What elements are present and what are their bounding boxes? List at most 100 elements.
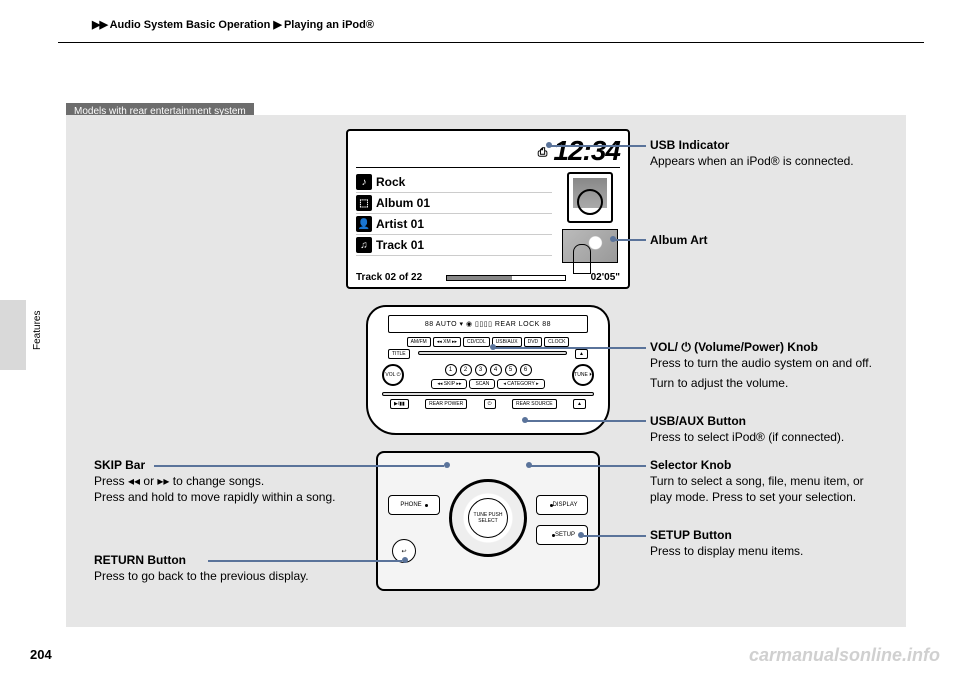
callout-return-text: Press to go back to the previous display… xyxy=(94,568,309,584)
callout-album-title: Album Art xyxy=(650,232,708,248)
progress-bar xyxy=(446,275,566,281)
watermark: carmanualsonline.info xyxy=(749,645,940,666)
vol-knob[interactable]: VOL ⏻ xyxy=(382,364,404,386)
rear-power-button[interactable]: REAR POWER xyxy=(425,399,467,409)
preset-6[interactable]: 6 xyxy=(520,364,532,376)
callout-usbaux-text: Press to select iPod® (if connected). xyxy=(650,429,844,445)
breadcrumb-page: Playing an iPod® xyxy=(284,19,374,31)
leader-dot-skip xyxy=(444,462,450,468)
callout-setup-text: Press to display menu items. xyxy=(650,543,803,559)
side-tab xyxy=(0,300,26,370)
ipod-icon xyxy=(567,172,613,223)
scan-button[interactable]: SCAN xyxy=(469,379,495,389)
callout-vol-text2: Turn to adjust the volume. xyxy=(650,375,872,391)
meta-list: ♪ Rock ⬚ Album 01 👤 Artist 01 ♫ Track 01 xyxy=(356,172,552,263)
album-icon: ⬚ xyxy=(356,195,372,211)
phone-label: PHONE xyxy=(400,502,421,508)
console-display: 88 AUTO ▾ ◉ ▯▯▯▯ REAR LOCK 88 xyxy=(388,315,588,333)
preset-2[interactable]: 2 xyxy=(460,364,472,376)
selector-dial[interactable]: TUNE PUSH SELECT xyxy=(449,479,527,557)
rear-source-button[interactable]: REAR SOURCE xyxy=(512,399,557,409)
amfm-button[interactable]: AM/FM xyxy=(407,337,431,347)
breadcrumb: ▶▶ Audio System Basic Operation ▶ Playin… xyxy=(92,18,374,31)
skip-bar[interactable]: ◂◂ SKIP ▸▸ xyxy=(431,379,467,389)
display-button[interactable]: DISPLAY xyxy=(536,495,588,515)
leader-selector xyxy=(530,465,646,467)
callout-selector: Selector Knob Turn to select a song, fil… xyxy=(650,457,880,506)
callout-selector-text: Turn to select a song, file, menu item, … xyxy=(650,473,880,505)
leader-usb xyxy=(550,145,646,147)
leader-setup xyxy=(582,535,646,537)
leader-dot-vol xyxy=(490,344,496,350)
preset-3[interactable]: 3 xyxy=(475,364,487,376)
leader-dot-selector xyxy=(526,462,532,468)
callout-usbaux: USB/AUX Button Press to select iPod® (if… xyxy=(650,413,844,445)
callout-skip-text1: Press ◂◂ or ▸▸ to change songs. xyxy=(94,473,335,489)
play-pause-button[interactable]: ▶/▮▮ xyxy=(390,399,409,409)
meta-row-album: ⬚ Album 01 xyxy=(356,193,552,214)
leader-album xyxy=(614,239,646,241)
xm-button[interactable]: ◂◂ XM ▸▸ xyxy=(433,337,461,347)
leader-dot-usbaux xyxy=(522,417,528,423)
album-art-icon xyxy=(562,229,618,263)
usb-glyph: ⎙ xyxy=(538,145,548,160)
dvd-slot xyxy=(382,392,594,396)
ipod-art-box xyxy=(560,172,620,263)
eject-button[interactable]: ▲ xyxy=(575,349,588,359)
usbaux-button[interactable]: USB/AUX xyxy=(492,337,522,347)
album-label: Album 01 xyxy=(376,196,430,210)
display-label: DISPLAY xyxy=(553,502,578,508)
callout-vol: VOL/ ⏻ (Volume/Power) Knob Press to turn… xyxy=(650,339,872,392)
dial-center-label: TUNE PUSH SELECT xyxy=(468,498,508,538)
callout-vol-text1: Press to turn the audio system on and of… xyxy=(650,355,872,371)
leader-vol xyxy=(494,347,646,349)
callout-skip-text2: Press and hold to move rapidly within a … xyxy=(94,489,335,505)
leader-dot-usb xyxy=(546,142,552,148)
cd-button[interactable]: CD/CDL xyxy=(463,337,490,347)
genre-icon: ♪ xyxy=(356,174,372,190)
artist-label: Artist 01 xyxy=(376,217,424,231)
callout-usb: USB Indicator Appears when an iPod® is c… xyxy=(650,137,854,169)
disc-slot xyxy=(418,351,567,355)
callout-skip: SKIP Bar Press ◂◂ or ▸▸ to change songs.… xyxy=(94,457,335,506)
console-bottom: TUNE PUSH SELECT PHONE DISPLAY ↩ SETUP xyxy=(376,451,600,591)
track-icon: ♫ xyxy=(356,237,372,253)
leader-dot-setup xyxy=(578,532,584,538)
top-rule xyxy=(58,42,924,43)
breadcrumb-arrow2: ▶ xyxy=(273,19,280,31)
power-button[interactable]: ⏻ xyxy=(484,399,496,409)
callout-setup-title: SETUP Button xyxy=(650,527,803,543)
meta-row-artist: 👤 Artist 01 xyxy=(356,214,552,235)
preset-4[interactable]: 4 xyxy=(490,364,502,376)
dvd-button[interactable]: DVD xyxy=(524,337,543,347)
breadcrumb-arrows: ▶▶ xyxy=(92,19,107,31)
phone-button[interactable]: PHONE xyxy=(388,495,440,515)
preset-1[interactable]: 1 xyxy=(445,364,457,376)
title-button[interactable]: TITLE xyxy=(388,349,410,359)
figure-box: ⎙ 12:34 ♪ Rock ⬚ Album 01 👤 Artist 01 ♫ xyxy=(66,115,906,627)
meta-row-track: ♫ Track 01 xyxy=(356,235,552,256)
callout-usbaux-title: USB/AUX Button xyxy=(650,413,844,429)
callout-skip-title: SKIP Bar xyxy=(94,457,335,473)
leader-usbaux xyxy=(526,420,646,422)
track-label: Track 01 xyxy=(376,238,424,252)
callout-usb-title: USB Indicator xyxy=(650,137,854,153)
category-bar[interactable]: ◂ CATEGORY ▸ xyxy=(497,379,544,389)
setup-label: SETUP xyxy=(555,532,575,538)
leader-dot-album xyxy=(610,236,616,242)
callout-return-title: RETURN Button xyxy=(94,552,309,568)
artist-icon: 👤 xyxy=(356,216,372,232)
leader-dot-return xyxy=(402,557,408,563)
callout-album: Album Art xyxy=(650,232,708,248)
elapsed-time: 02'05" xyxy=(591,272,620,283)
side-tab-label: Features xyxy=(32,311,43,350)
clock-time: 12:34 xyxy=(553,135,620,167)
callout-usb-text: Appears when an iPod® is connected. xyxy=(650,153,854,169)
callout-vol-title: VOL/ ⏻ (Volume/Power) Knob xyxy=(650,339,872,355)
eject2-button[interactable]: ▲ xyxy=(573,399,586,409)
tune-knob[interactable]: TUNE ⏵ xyxy=(572,364,594,386)
preset-5[interactable]: 5 xyxy=(505,364,517,376)
track-counter: Track 02 of 22 xyxy=(356,272,422,283)
clock-button[interactable]: CLOCK xyxy=(544,337,569,347)
ipod-screen: ⎙ 12:34 ♪ Rock ⬚ Album 01 👤 Artist 01 ♫ xyxy=(346,129,630,289)
